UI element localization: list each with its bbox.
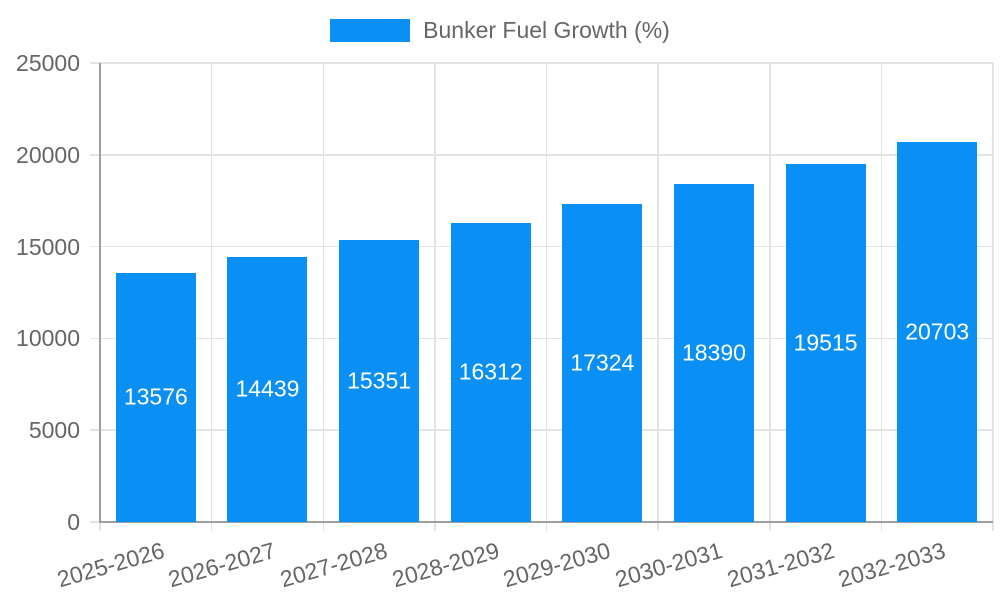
y-tick-mark [90,62,100,64]
bar-2027-2028[interactable]: 15351 [339,240,420,522]
bar-value-label: 17324 [570,349,635,376]
y-axis-tick-label: 10000 [16,325,80,352]
gridline-vertical [769,63,771,522]
y-axis-tick-label: 0 [67,509,80,535]
gridline-vertical [880,63,883,522]
gridline-vertical [992,63,994,522]
bar-2032-2033[interactable]: 20703 [897,141,978,522]
bar-2030-2031[interactable]: 18390 [673,184,754,522]
gridline-vertical [434,63,436,522]
bar-2026-2027[interactable]: 14439 [227,256,308,522]
bar-2028-2029[interactable]: 16312 [450,222,531,522]
bar-value-label: 13576 [123,383,188,410]
x-tick-mark [992,522,994,531]
x-tick-mark [210,522,213,531]
gridline-vertical [322,63,324,522]
y-tick-mark [90,154,100,156]
x-axis-tick-label: 2031-2032 [723,537,837,593]
x-axis-tick-label: 2030-2031 [612,537,726,593]
legend-swatch [330,19,411,42]
y-axis-tick-label: 25000 [16,50,80,76]
y-axis-line [99,63,101,523]
x-tick-mark [434,522,436,531]
x-axis-tick-label: 2032-2033 [835,537,949,593]
bar-value-label: 18390 [681,339,746,366]
legend-item[interactable]: Bunker Fuel Growth (%) [0,17,1000,44]
x-axis-tick-label: 2028-2029 [388,537,502,593]
bar-2031-2032[interactable]: 19515 [785,163,866,522]
gridline-vertical [545,63,548,522]
x-axis-tick-label: 2027-2028 [277,537,391,593]
bar-value-label: 15351 [347,367,412,394]
x-axis-line [99,521,993,523]
bar-value-label: 19515 [793,329,858,356]
bar-2029-2030[interactable]: 17324 [562,203,643,522]
y-tick-mark [90,337,100,340]
y-tick-mark [90,245,100,248]
y-tick-mark [90,521,100,523]
legend-label: Bunker Fuel Growth (%) [423,17,670,43]
gridline-vertical [657,63,659,522]
y-axis-tick-label: 15000 [16,233,80,260]
bar-value-label: 20703 [905,318,970,345]
x-axis-tick-label: 2026-2027 [165,537,279,593]
y-axis-tick-label: 5000 [28,417,80,444]
x-tick-mark [322,522,324,531]
x-axis-tick-label: 2025-2026 [54,537,167,593]
x-tick-mark [769,522,771,531]
bar-value-label: 16312 [458,358,523,385]
x-tick-mark [99,522,101,531]
x-tick-mark [545,522,548,531]
plot-area: 13576 14439 15351 16312 17324 18390 19515 20703 [90,62,994,531]
y-axis-tick-label: 20000 [16,141,80,168]
y-tick-mark [90,429,100,431]
bar-value-label: 14439 [235,375,300,402]
x-tick-mark [657,522,659,531]
bar-2025-2026[interactable]: 13576 [115,272,196,522]
gridline-vertical [210,63,213,522]
x-tick-mark [880,522,883,531]
x-axis-tick-label: 2029-2030 [500,537,614,593]
